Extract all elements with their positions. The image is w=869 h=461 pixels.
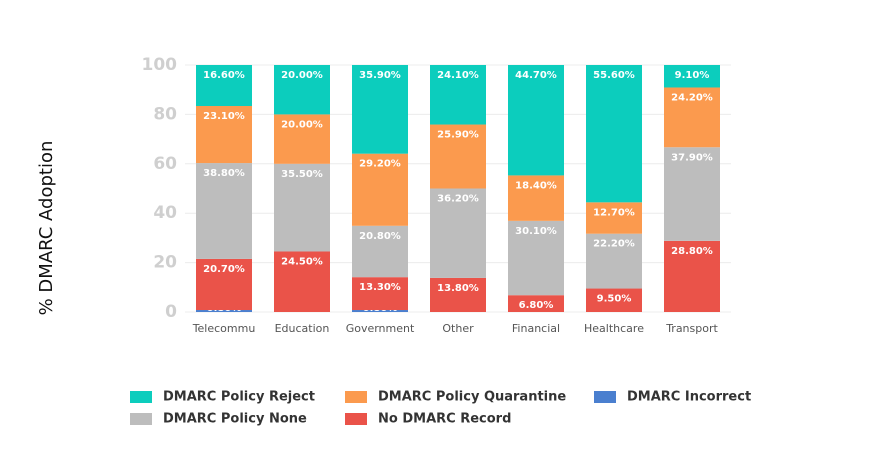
value-label: 36.20% — [437, 194, 479, 205]
value-label: 18.40% — [515, 180, 557, 191]
value-label: 12.70% — [593, 207, 635, 218]
x-tick-label: Healthcare — [584, 322, 644, 335]
bar-segment — [664, 240, 720, 312]
bar-segment — [352, 65, 408, 154]
value-label: 13.80% — [437, 283, 479, 294]
x-tick-label: Transport — [665, 322, 718, 335]
legend-label: DMARC Incorrect — [627, 390, 751, 405]
x-tick-label: Government — [346, 322, 415, 335]
value-label: 13.30% — [359, 282, 401, 293]
bar-segment — [352, 153, 408, 226]
bar-segment — [430, 65, 486, 125]
legend-swatch — [594, 391, 616, 403]
value-label: 24.50% — [281, 256, 323, 267]
value-label: 6.80% — [519, 300, 554, 311]
bar-segment — [586, 65, 642, 203]
value-label: 9.10% — [675, 70, 710, 81]
y-tick-label: 60 — [153, 154, 177, 174]
x-tick-label: Other — [442, 322, 474, 335]
x-tick-label: Education — [275, 322, 330, 335]
legend-swatch — [345, 413, 367, 425]
bar-segment — [586, 202, 642, 234]
bar-segment — [586, 288, 642, 312]
value-label: 37.90% — [671, 152, 713, 163]
y-tick-label: 40 — [153, 203, 177, 223]
legend-label: DMARC Policy Quarantine — [378, 390, 566, 405]
bar-segment — [430, 124, 486, 189]
bar-segment — [196, 106, 252, 164]
bar-segment — [274, 65, 330, 115]
value-label: 20.80% — [359, 231, 401, 242]
value-label: 30.10% — [515, 226, 557, 237]
bar-segment — [274, 114, 330, 164]
value-label: 23.10% — [203, 111, 245, 122]
bar-segment — [352, 310, 408, 312]
bar-segment — [196, 258, 252, 311]
legend-swatch — [130, 413, 152, 425]
value-label: 24.20% — [671, 92, 713, 103]
bar-segment — [196, 163, 252, 259]
legend-label: No DMARC Record — [378, 412, 511, 427]
value-label: 20.70% — [203, 264, 245, 275]
x-tick-label: Financial — [512, 322, 560, 335]
bar-segment — [430, 188, 486, 278]
y-tick-label: 80 — [153, 104, 177, 124]
bar-segment — [664, 147, 720, 241]
bar-segment — [664, 65, 720, 88]
value-label: 25.90% — [437, 130, 479, 141]
bar-segment — [508, 295, 564, 312]
legend-label: DMARC Policy Reject — [163, 390, 315, 405]
value-label: 20.00% — [281, 119, 323, 130]
legend-swatch — [345, 391, 367, 403]
bar-segment — [352, 225, 408, 278]
bar-segment — [586, 233, 642, 289]
value-label: 28.80% — [671, 246, 713, 257]
bar-segment — [352, 277, 408, 311]
value-label: 22.20% — [593, 239, 635, 250]
value-label: 38.80% — [203, 168, 245, 179]
value-label: 35.90% — [359, 70, 401, 81]
legend-swatch — [130, 391, 152, 403]
y-tick-label: 20 — [153, 253, 177, 273]
value-label: 35.50% — [281, 169, 323, 180]
bar-segment — [196, 65, 252, 107]
bar-segment — [430, 277, 486, 312]
value-label: 9.50% — [597, 294, 632, 305]
y-axis-label: % DMARC Adoption — [36, 141, 57, 316]
bar-segment — [508, 220, 564, 296]
y-tick-label: 100 — [142, 55, 178, 75]
bar-segment — [196, 310, 252, 312]
bar-segment — [274, 251, 330, 312]
value-label: 55.60% — [593, 70, 635, 81]
value-label: 44.70% — [515, 70, 557, 81]
bar-segment — [664, 87, 720, 148]
value-label: 29.20% — [359, 159, 401, 170]
y-tick-label: 0 — [165, 302, 177, 322]
bar-segment — [274, 163, 330, 252]
x-tick-label: Telecommu — [192, 322, 256, 335]
bar-segment — [508, 65, 564, 176]
value-label: 20.00% — [281, 70, 323, 81]
value-label: 24.10% — [437, 70, 479, 81]
legend-label: DMARC Policy None — [163, 412, 307, 427]
value-label: 16.60% — [203, 70, 245, 81]
bar-segment — [508, 175, 564, 221]
